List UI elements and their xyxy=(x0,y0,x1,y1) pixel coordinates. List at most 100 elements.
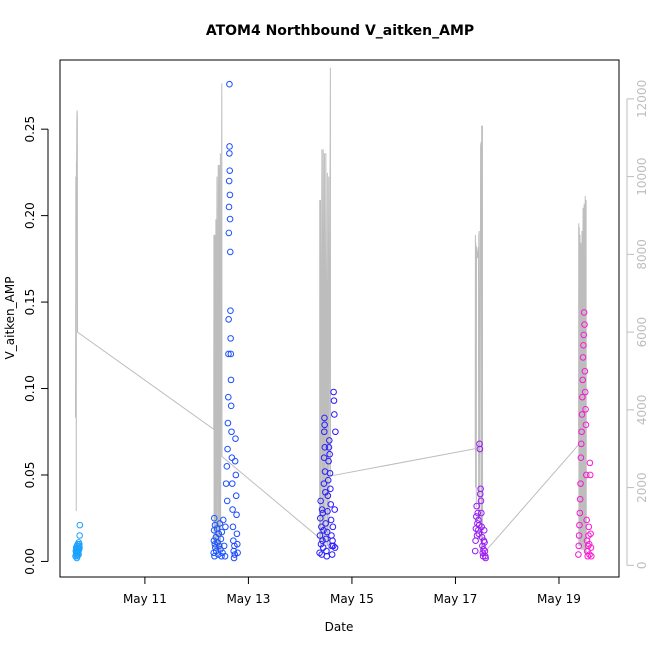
y-tick-label: 0.05 xyxy=(23,462,37,489)
data-point xyxy=(330,388,337,396)
data-point xyxy=(320,428,328,436)
x-axis-label: Date xyxy=(325,620,354,634)
data-point xyxy=(320,480,328,487)
data-point xyxy=(324,507,331,515)
data-point xyxy=(587,530,594,538)
data-point xyxy=(317,540,325,548)
data-point xyxy=(471,547,479,555)
data-point xyxy=(321,421,328,429)
data-point xyxy=(579,354,587,361)
data-point xyxy=(586,471,594,479)
data-point xyxy=(582,405,589,413)
y-axis-label: V_aitken_AMP xyxy=(3,277,17,360)
data-point xyxy=(320,527,327,534)
data-point xyxy=(326,469,334,477)
data-point xyxy=(321,444,329,451)
data-point xyxy=(576,495,584,503)
chart-title: ATOM4 Northbound V_aitken_AMP xyxy=(206,23,474,39)
data-point xyxy=(586,459,594,467)
y2-tick-label: 2000 xyxy=(635,472,649,503)
x-tick-label: May 17 xyxy=(434,592,478,606)
data-point xyxy=(476,445,484,453)
data-point xyxy=(481,539,488,546)
left-y-axis xyxy=(41,128,49,562)
data-point xyxy=(332,428,339,436)
data-point xyxy=(330,397,338,404)
data-point xyxy=(477,497,485,505)
data-point xyxy=(76,521,84,529)
data-point xyxy=(218,552,225,560)
y-tick-labels: 0.00 0.05 0.10 0.15 0.20 0.25 xyxy=(23,116,37,575)
right-y-axis xyxy=(626,98,634,566)
x-tick-labels: May 11 May 13 May 15 May 17 May 19 xyxy=(123,592,581,606)
y2-tick-label: 12000 xyxy=(635,80,649,118)
data-point xyxy=(331,411,338,418)
data-point xyxy=(576,509,584,517)
data-point xyxy=(474,509,482,517)
data-point xyxy=(582,471,590,479)
data-point xyxy=(480,546,487,553)
data-point xyxy=(325,437,333,444)
data-point xyxy=(230,554,238,562)
data-point xyxy=(224,393,232,401)
x-tick-label: May 13 xyxy=(226,592,270,606)
data-point xyxy=(223,497,231,505)
x-tick-label: May 15 xyxy=(330,592,374,606)
data-point xyxy=(232,435,239,442)
data-point xyxy=(228,454,236,461)
data-point xyxy=(319,537,326,544)
data-point xyxy=(322,535,330,543)
data-point xyxy=(214,539,221,546)
data-point xyxy=(580,342,587,349)
data-point xyxy=(226,150,233,157)
data-point xyxy=(474,520,481,527)
data-point xyxy=(233,530,241,538)
data-point xyxy=(576,521,583,529)
data-point xyxy=(227,376,235,384)
data-point xyxy=(477,485,484,493)
y2-tick-label: 10000 xyxy=(635,158,649,196)
data-point xyxy=(227,402,235,410)
data-point xyxy=(581,367,589,375)
data-point xyxy=(585,523,593,531)
data-point xyxy=(218,528,226,536)
data-point xyxy=(327,516,335,524)
data-point xyxy=(226,215,234,223)
data-point xyxy=(320,454,328,461)
x-tick-label: May 19 xyxy=(537,592,581,606)
data-point xyxy=(212,547,220,555)
y-tick-label: 0.20 xyxy=(23,202,37,229)
y2-tick-labels: 0 2000 4000 6000 8000 10000 12000 xyxy=(635,80,649,569)
data-point xyxy=(225,316,232,323)
y-tick-label: 0.25 xyxy=(23,116,37,143)
data-point xyxy=(325,444,333,451)
data-point xyxy=(210,537,218,544)
y-tick-label: 0.15 xyxy=(23,289,37,316)
data-point xyxy=(210,514,218,522)
data-point xyxy=(219,516,227,524)
data-point xyxy=(223,463,231,470)
data-point xyxy=(581,321,588,328)
x-axis xyxy=(144,576,560,584)
data-point xyxy=(582,421,590,429)
series-points-group xyxy=(72,80,595,562)
data-point xyxy=(229,506,236,513)
data-point xyxy=(586,551,593,558)
data-point xyxy=(227,335,234,342)
data-point xyxy=(321,414,328,422)
data-point xyxy=(228,428,235,436)
data-point xyxy=(581,388,589,396)
y-tick-label: 0.10 xyxy=(23,375,37,402)
data-point xyxy=(220,542,228,550)
data-point xyxy=(329,523,337,531)
data-point xyxy=(578,428,585,436)
data-point xyxy=(318,523,325,531)
data-point xyxy=(579,393,586,401)
data-point xyxy=(226,248,234,256)
data-point xyxy=(324,492,332,500)
data-point xyxy=(478,533,486,541)
data-point xyxy=(226,80,233,88)
data-point xyxy=(575,542,583,550)
data-point xyxy=(216,542,223,550)
